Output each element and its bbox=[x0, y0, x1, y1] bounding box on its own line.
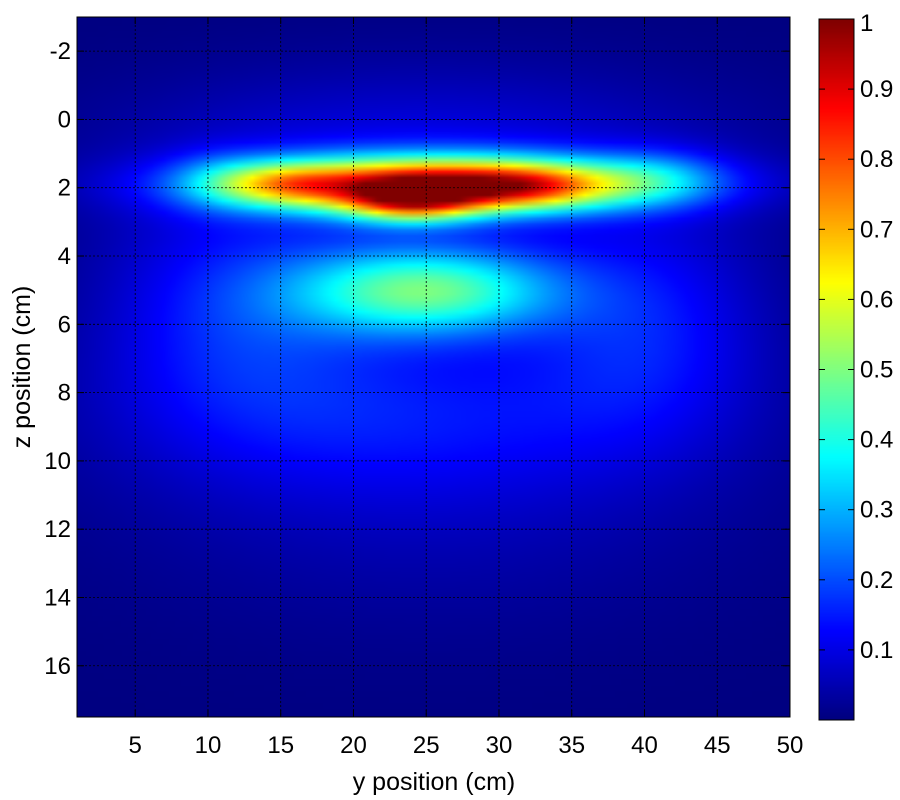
y-axis-label: z position (cm) bbox=[8, 286, 36, 449]
grid-lines bbox=[77, 17, 790, 717]
colorbar-ticks: 0.1 0.2 0.3 0.4 0.5 0.6 0.7 0.8 0.9 1 bbox=[819, 10, 893, 664]
colorbar-tick-label: 0.3 bbox=[860, 497, 893, 524]
y-tick-label: 12 bbox=[44, 516, 71, 543]
x-tick-label: 10 bbox=[195, 732, 222, 759]
colorbar-tick-label: 0.2 bbox=[860, 567, 893, 594]
x-tick-label: 50 bbox=[777, 732, 804, 759]
heatmap-image bbox=[77, 17, 790, 717]
colorbar-tick-label: 0.7 bbox=[860, 216, 893, 243]
x-tick-label: 45 bbox=[704, 732, 731, 759]
colorbar-tick-label: 0.9 bbox=[860, 76, 893, 103]
colorbar-tick-label: 1 bbox=[860, 10, 873, 37]
y-tick-label: 14 bbox=[44, 584, 71, 611]
y-tick-label: 0 bbox=[58, 106, 71, 133]
x-tick-label: 25 bbox=[413, 732, 440, 759]
plot-frame bbox=[76, 16, 791, 718]
y-tick-label: 2 bbox=[58, 175, 71, 202]
y-tick-label: -2 bbox=[50, 38, 71, 65]
x-tick-label: 15 bbox=[267, 732, 294, 759]
colorbar-tick-label: 0.4 bbox=[860, 427, 893, 454]
y-tick-label: 16 bbox=[44, 653, 71, 680]
colorbar-tick-label: 0.8 bbox=[860, 146, 893, 173]
x-tick-label: 5 bbox=[129, 732, 142, 759]
y-tick-label: 4 bbox=[58, 243, 71, 270]
x-tick-label: 20 bbox=[340, 732, 367, 759]
colorbar-tick-label: 0.1 bbox=[860, 637, 893, 664]
colorbar-tick-label: 0.6 bbox=[860, 286, 893, 313]
x-axis-ticks: 5 10 15 20 25 30 35 40 45 50 bbox=[129, 17, 804, 759]
x-axis-label: y position (cm) bbox=[353, 768, 516, 796]
y-tick-label: 6 bbox=[58, 311, 71, 338]
x-tick-label: 30 bbox=[486, 732, 513, 759]
y-tick-label: 10 bbox=[44, 448, 71, 475]
y-tick-label: 8 bbox=[58, 380, 71, 407]
colorbar-tick-label: 0.5 bbox=[860, 357, 893, 384]
x-tick-label: 40 bbox=[631, 732, 658, 759]
y-axis-ticks: -2 0 2 4 6 8 10 12 14 16 bbox=[44, 38, 790, 680]
x-tick-label: 35 bbox=[558, 732, 585, 759]
